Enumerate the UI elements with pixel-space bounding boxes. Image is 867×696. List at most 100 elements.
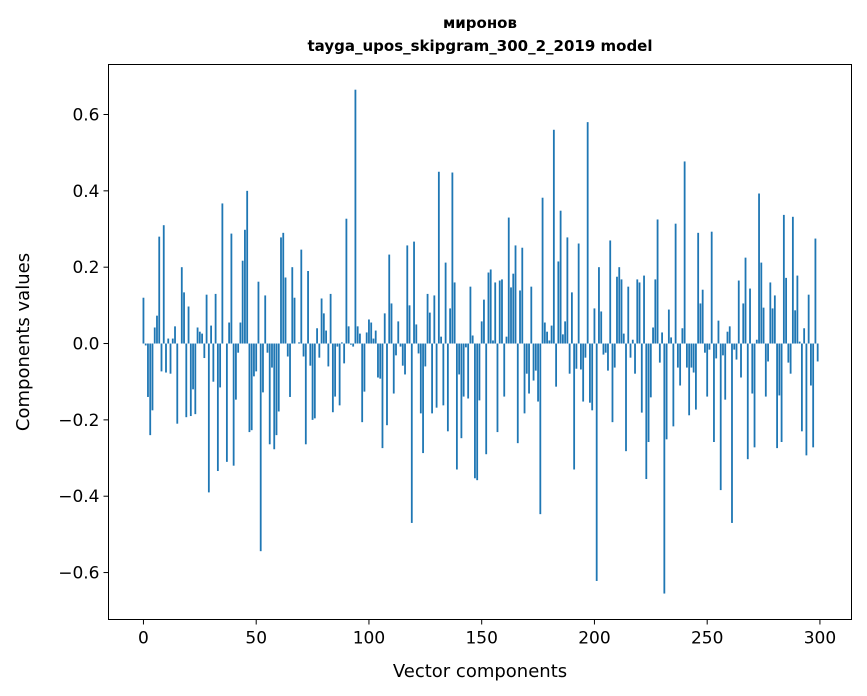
bar-242 bbox=[688, 343, 691, 416]
bar-107 bbox=[383, 313, 386, 344]
bar-247 bbox=[699, 303, 702, 344]
bar-281 bbox=[776, 343, 778, 449]
bar-26 bbox=[201, 333, 203, 344]
bar-5 bbox=[153, 327, 156, 344]
bar-285 bbox=[785, 277, 788, 344]
bar-292 bbox=[800, 343, 803, 432]
bar-118 bbox=[408, 305, 411, 344]
bar-65 bbox=[289, 343, 291, 397]
bar-158 bbox=[498, 280, 501, 344]
bar-17 bbox=[180, 267, 183, 344]
bar-244 bbox=[692, 343, 695, 373]
bar-22 bbox=[192, 343, 194, 390]
bar-256 bbox=[719, 343, 722, 491]
bar-6 bbox=[156, 315, 158, 344]
bar-246 bbox=[697, 232, 700, 344]
bar-64 bbox=[286, 343, 289, 357]
bar-69 bbox=[298, 342, 300, 344]
bar-186 bbox=[561, 334, 564, 344]
bar-212 bbox=[620, 279, 623, 344]
bar-283 bbox=[780, 343, 783, 443]
bar-44 bbox=[241, 260, 244, 344]
bar-174 bbox=[534, 343, 537, 371]
bar-35 bbox=[221, 203, 224, 344]
bar-89 bbox=[343, 343, 346, 364]
bar-81 bbox=[325, 330, 328, 344]
bar-286 bbox=[787, 343, 790, 363]
y-tick-label: 0.6 bbox=[72, 106, 99, 126]
bar-232 bbox=[665, 343, 668, 440]
bar-135 bbox=[446, 343, 449, 432]
bar-76 bbox=[313, 343, 316, 419]
bar-276 bbox=[764, 343, 767, 397]
bar-167 bbox=[519, 290, 521, 344]
bar-21 bbox=[189, 343, 192, 417]
bar-193 bbox=[577, 243, 580, 344]
x-tick-label: 200 bbox=[578, 629, 610, 649]
bar-169 bbox=[523, 343, 526, 414]
bar-236 bbox=[674, 223, 677, 344]
bar-228 bbox=[656, 219, 659, 344]
bar-196 bbox=[584, 343, 587, 358]
bar-203 bbox=[600, 311, 603, 344]
bar-95 bbox=[356, 326, 359, 344]
bar-122 bbox=[417, 343, 420, 354]
chart-title: миронов bbox=[443, 14, 517, 32]
bar-84 bbox=[331, 343, 334, 413]
bar-101 bbox=[370, 322, 373, 344]
bar-225 bbox=[649, 343, 652, 398]
y-axis-label: Components values bbox=[13, 253, 34, 431]
bar-138 bbox=[453, 282, 456, 344]
bar-140 bbox=[458, 343, 461, 375]
bar-269 bbox=[749, 288, 751, 344]
bar-143 bbox=[465, 343, 467, 348]
bar-202 bbox=[598, 267, 600, 344]
bar-268 bbox=[746, 343, 749, 460]
bar-121 bbox=[415, 324, 418, 344]
bar-100 bbox=[368, 319, 370, 344]
bar-288 bbox=[791, 216, 794, 344]
bars-group bbox=[142, 89, 819, 594]
bar-166 bbox=[516, 343, 519, 444]
bar-59 bbox=[275, 343, 278, 436]
bar-199 bbox=[591, 343, 594, 411]
bar-215 bbox=[627, 286, 630, 344]
bar-181 bbox=[550, 325, 553, 344]
bar-265 bbox=[740, 343, 742, 378]
bar-298 bbox=[814, 238, 817, 344]
bar-275 bbox=[762, 307, 765, 344]
bar-55 bbox=[266, 343, 269, 353]
bar-255 bbox=[717, 320, 720, 344]
bar-120 bbox=[413, 241, 415, 344]
bar-32 bbox=[214, 293, 217, 344]
bar-130 bbox=[435, 343, 438, 408]
bar-72 bbox=[304, 343, 307, 445]
bar-2 bbox=[147, 343, 149, 397]
bar-102 bbox=[372, 338, 375, 344]
bar-209 bbox=[613, 343, 616, 368]
bar-136 bbox=[449, 308, 452, 344]
bar-94 bbox=[354, 89, 357, 344]
bar-129 bbox=[433, 295, 436, 344]
bar-207 bbox=[609, 240, 612, 344]
bar-73 bbox=[307, 271, 309, 344]
bar-146 bbox=[471, 335, 474, 344]
x-axis-ticks: 0 50 100 150 200 250 300 bbox=[138, 619, 836, 649]
bar-31 bbox=[212, 343, 215, 382]
y-tick-label: 0.4 bbox=[72, 182, 99, 202]
bar-13 bbox=[171, 338, 174, 344]
bar-41 bbox=[235, 343, 237, 400]
bar-20 bbox=[187, 306, 190, 344]
bar-190 bbox=[570, 292, 573, 344]
bar-77 bbox=[316, 328, 318, 344]
bar-34 bbox=[219, 343, 222, 388]
bar-142 bbox=[462, 343, 465, 397]
bar-170 bbox=[525, 343, 528, 374]
bar-18 bbox=[183, 292, 185, 344]
bar-179 bbox=[546, 331, 548, 344]
bar-131 bbox=[437, 171, 440, 344]
bar-104 bbox=[377, 343, 379, 378]
bar-280 bbox=[773, 295, 776, 344]
bar-93 bbox=[352, 343, 355, 347]
bar-250 bbox=[706, 343, 709, 397]
